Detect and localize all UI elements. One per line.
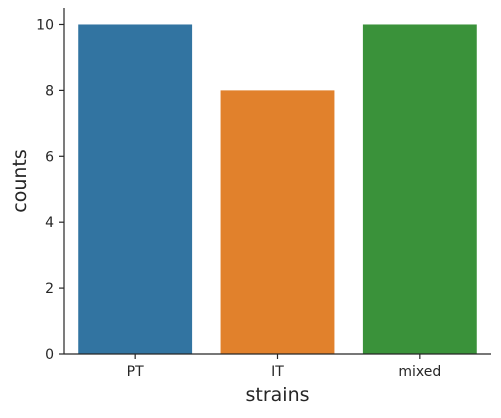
y-axis-ticks: 0 2 4 6 8 10 <box>36 17 64 363</box>
bar-it <box>220 90 335 354</box>
x-tick-label: IT <box>271 364 284 380</box>
y-tick-label: 0 <box>45 347 54 363</box>
y-tick-label: 2 <box>45 281 54 297</box>
y-tick-label: 4 <box>45 215 54 231</box>
x-tick-label: mixed <box>398 364 441 380</box>
y-tick-label: 6 <box>45 149 54 165</box>
x-axis-title: strains <box>245 384 309 406</box>
bar-mixed <box>362 24 477 354</box>
bars-group <box>78 24 477 354</box>
x-axis-ticks: PT IT mixed <box>127 354 441 380</box>
bar-pt <box>78 24 193 354</box>
y-tick-label: 10 <box>36 17 54 33</box>
y-tick-label: 8 <box>45 83 54 99</box>
x-tick-label: PT <box>127 364 144 380</box>
y-axis-title: counts <box>9 149 31 213</box>
